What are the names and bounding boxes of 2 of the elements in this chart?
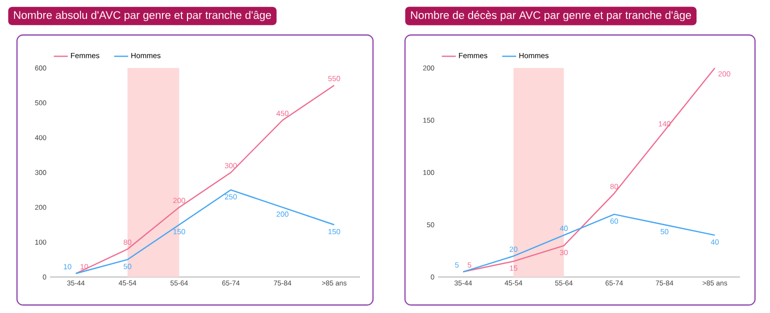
chart-title: Nombre absolu d'AVC par genre et par tranche d'âge — [14, 10, 272, 22]
chart-title: Nombre de décès par AVC par genre et par tranche d'âge — [411, 10, 692, 22]
